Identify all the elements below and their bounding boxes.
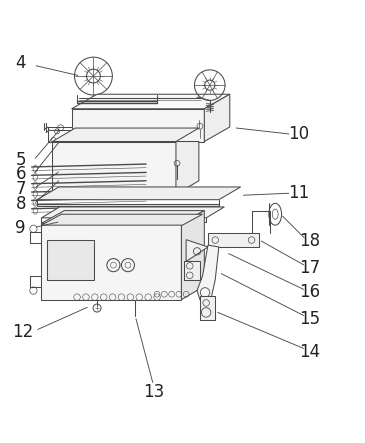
- Text: 18: 18: [299, 233, 320, 250]
- Polygon shape: [41, 207, 224, 218]
- Polygon shape: [186, 240, 208, 261]
- Polygon shape: [208, 233, 259, 247]
- Polygon shape: [197, 245, 219, 299]
- Text: 17: 17: [299, 259, 320, 277]
- Bar: [72, 109, 204, 141]
- Text: 6: 6: [15, 165, 26, 183]
- Text: 15: 15: [299, 310, 320, 328]
- Polygon shape: [204, 94, 230, 141]
- Polygon shape: [176, 141, 199, 194]
- Polygon shape: [37, 187, 241, 200]
- Polygon shape: [181, 210, 204, 299]
- Bar: [47, 240, 94, 280]
- Polygon shape: [41, 210, 204, 223]
- Text: 11: 11: [288, 184, 310, 202]
- Text: 8: 8: [15, 195, 26, 214]
- Text: 9: 9: [15, 219, 26, 237]
- Text: 13: 13: [143, 383, 164, 400]
- Text: 7: 7: [15, 180, 26, 198]
- Text: 4: 4: [15, 54, 26, 72]
- Polygon shape: [72, 94, 230, 109]
- Text: 10: 10: [288, 125, 310, 143]
- Polygon shape: [41, 214, 203, 225]
- Text: 12: 12: [12, 323, 33, 342]
- Text: 16: 16: [299, 284, 320, 301]
- Polygon shape: [200, 296, 215, 320]
- Text: 5: 5: [15, 152, 26, 169]
- Polygon shape: [184, 261, 200, 280]
- Polygon shape: [52, 128, 199, 141]
- Bar: [37, 204, 219, 206]
- Bar: [52, 141, 176, 194]
- Bar: [41, 223, 181, 299]
- Text: 14: 14: [299, 343, 320, 361]
